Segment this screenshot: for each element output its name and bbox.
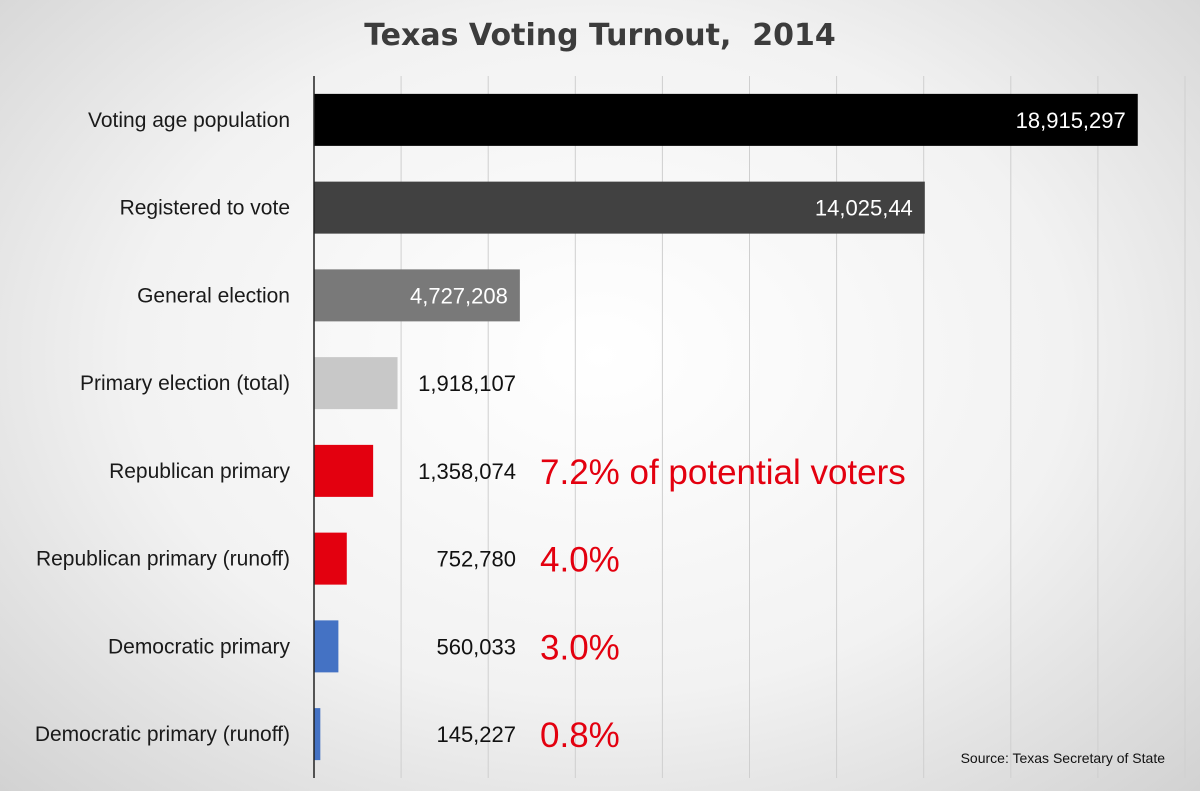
category-label: Democratic primary (runoff) <box>35 723 290 746</box>
bar-row: Democratic primary 560,033 3.0% <box>108 620 620 673</box>
bar <box>314 269 520 322</box>
value-label: 14,025,44 <box>815 196 913 221</box>
bar-row: Primary election (total) 1,918,107 <box>80 357 516 410</box>
bar <box>314 181 925 234</box>
bar <box>314 620 339 673</box>
bar <box>314 444 374 497</box>
value-label: 1,358,074 <box>418 459 516 484</box>
category-label: Registered to vote <box>120 197 290 220</box>
bar-row: Registered to vote 14,025,44 <box>120 181 925 234</box>
gridlines <box>400 76 1186 778</box>
percent-label: 0.8% <box>540 716 620 755</box>
bar-row: Democratic primary (runoff) 145,227 0.8% <box>35 708 620 761</box>
source-note: Source: Texas Secretary of State <box>961 750 1166 766</box>
bar-row: Republican primary 1,358,074 7.2% of poten… <box>109 444 906 497</box>
category-label: General election <box>137 284 290 307</box>
value-label: 18,915,297 <box>1016 108 1126 133</box>
value-label: 560,033 <box>436 634 516 659</box>
category-label: Democratic primary <box>108 635 291 658</box>
bar <box>314 93 1138 146</box>
bar-row: Republican primary (runoff) 752,780 4.0% <box>36 532 620 585</box>
value-label: 1,918,107 <box>418 371 516 396</box>
category-label: Republican primary <box>109 460 290 483</box>
bar <box>314 532 347 585</box>
bar-row: Voting age population 18,915,297 <box>88 93 1138 146</box>
bar <box>314 708 321 761</box>
percent-label: 7.2% of potential voters <box>540 453 906 492</box>
value-label: 752,780 <box>436 547 516 572</box>
category-label: Primary election (total) <box>80 372 290 395</box>
category-label: Voting age population <box>88 109 290 132</box>
percent-label: 4.0% <box>540 541 620 580</box>
value-label: 4,727,208 <box>410 283 508 308</box>
category-label: Republican primary (runoff) <box>36 548 290 571</box>
bar-row: General election 4,727,208 <box>137 269 520 322</box>
bar <box>314 357 398 410</box>
chart-title: Texas Voting Turnout, 2014 <box>364 18 836 53</box>
value-label: 145,227 <box>436 722 516 747</box>
bar-group: Voting age population 18,915,297 Registere… <box>35 93 1138 761</box>
percent-label: 3.0% <box>540 628 620 667</box>
